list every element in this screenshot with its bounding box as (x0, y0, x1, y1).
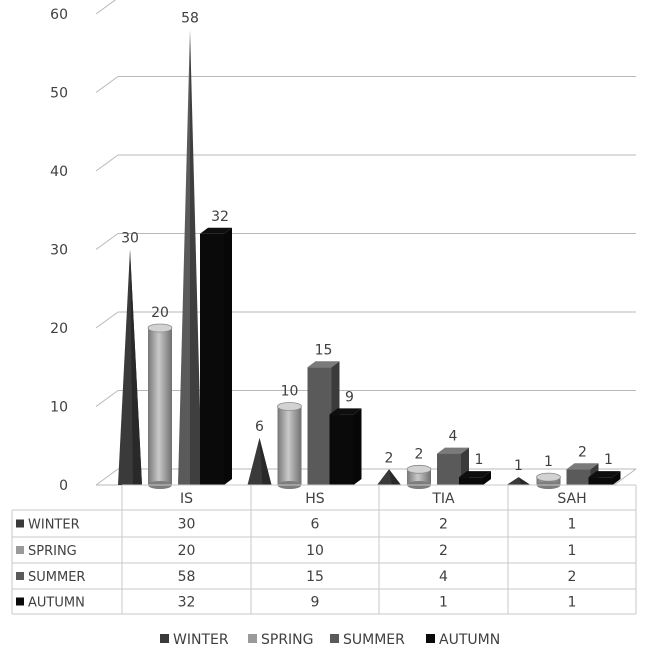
y-tick-label: 10 (50, 400, 68, 416)
bar-summer-is (178, 30, 202, 485)
gridline-diagonal (96, 312, 118, 328)
data-label: 58 (181, 11, 199, 27)
legend-key (160, 634, 169, 643)
y-tick-label: 40 (50, 164, 68, 180)
data-label: 2 (578, 444, 587, 460)
data-label: 2 (415, 446, 424, 462)
legend-label: SPRING (261, 632, 314, 648)
category-label: HS (305, 491, 325, 507)
gridlines (96, 0, 636, 485)
data-label: 1 (514, 458, 523, 474)
table-cell: 10 (306, 543, 324, 559)
legend-key (426, 634, 435, 643)
table-cell: 15 (306, 569, 324, 585)
y-tick-label: 50 (50, 86, 68, 102)
bar-winter-hs (248, 438, 272, 485)
table-cell: 9 (311, 595, 320, 611)
category-label: TIA (431, 491, 455, 507)
data-label: 15 (315, 342, 333, 358)
gridline-diagonal (96, 391, 118, 407)
bar-autumn-hs (330, 408, 362, 485)
table-legend-key (16, 520, 24, 528)
data-label: 1 (475, 452, 484, 468)
data-label: 4 (449, 429, 458, 445)
table-row-label: SUMMER (28, 570, 85, 585)
category-label: SAH (557, 491, 586, 507)
table-cell: 1 (568, 543, 577, 559)
legend-key (330, 634, 339, 643)
y-tick-label: 20 (50, 321, 68, 337)
data-label: 32 (211, 209, 229, 225)
legend-label: AUTUMN (439, 632, 500, 648)
y-tick-label: 30 (50, 243, 68, 259)
table-row-label: SPRING (28, 544, 77, 559)
bar-spring-sah (537, 473, 561, 489)
gridline-diagonal (96, 155, 118, 171)
table-cell: 58 (178, 569, 196, 585)
gridline-diagonal (96, 234, 118, 250)
category-label: IS (180, 491, 193, 507)
gridline-diagonal (96, 469, 118, 485)
plot-area (118, 30, 621, 489)
table-cell: 1 (439, 595, 448, 611)
gridline-diagonal (96, 77, 118, 93)
y-tick-label: 60 (50, 7, 68, 23)
data-label: 9 (345, 389, 354, 405)
legend: WINTER SPRING SUMMER AUTUMN (160, 632, 500, 648)
table-cell: 1 (568, 517, 577, 533)
data-label: 20 (151, 305, 169, 321)
table-cell: 32 (178, 595, 196, 611)
data-label: 30 (121, 231, 139, 247)
table-legend-key (16, 546, 24, 554)
data-label: 6 (255, 419, 264, 435)
table-cell: 1 (568, 595, 577, 611)
bar-winter-sah (507, 477, 531, 485)
bar-winter-tia (377, 469, 401, 485)
table-cell: 2 (439, 517, 448, 533)
table-row-label: WINTER (28, 518, 80, 533)
bar-spring-is (148, 324, 172, 489)
table-legend-key (16, 598, 24, 606)
data-table: IS HS TIA SAH WINTER 30 6 2 1 SPRING 20 10 2 1 SUMMER 5… (12, 485, 636, 614)
table-cell: 20 (178, 543, 196, 559)
data-label: 2 (385, 450, 394, 466)
table-row-label: AUTUMN (28, 596, 85, 611)
table-cell: 2 (568, 569, 577, 585)
data-label: 1 (604, 452, 613, 468)
gridline-diagonal (96, 0, 118, 14)
table-cell: 4 (439, 569, 448, 585)
table-legend-key (16, 572, 24, 580)
data-label: 10 (281, 384, 299, 400)
y-axis: 0 10 20 30 40 50 60 (50, 7, 68, 494)
table-cell: 2 (439, 543, 448, 559)
data-label: 1 (544, 454, 553, 470)
table-cell: 6 (311, 517, 320, 533)
bar-spring-hs (278, 403, 302, 490)
legend-key (248, 634, 257, 643)
y-tick-label: 0 (59, 478, 68, 494)
bar-winter-is (118, 250, 142, 486)
legend-label: SUMMER (343, 632, 405, 648)
table-cell: 30 (178, 517, 196, 533)
legend-label: WINTER (173, 632, 229, 648)
bar-autumn-is (200, 228, 232, 485)
